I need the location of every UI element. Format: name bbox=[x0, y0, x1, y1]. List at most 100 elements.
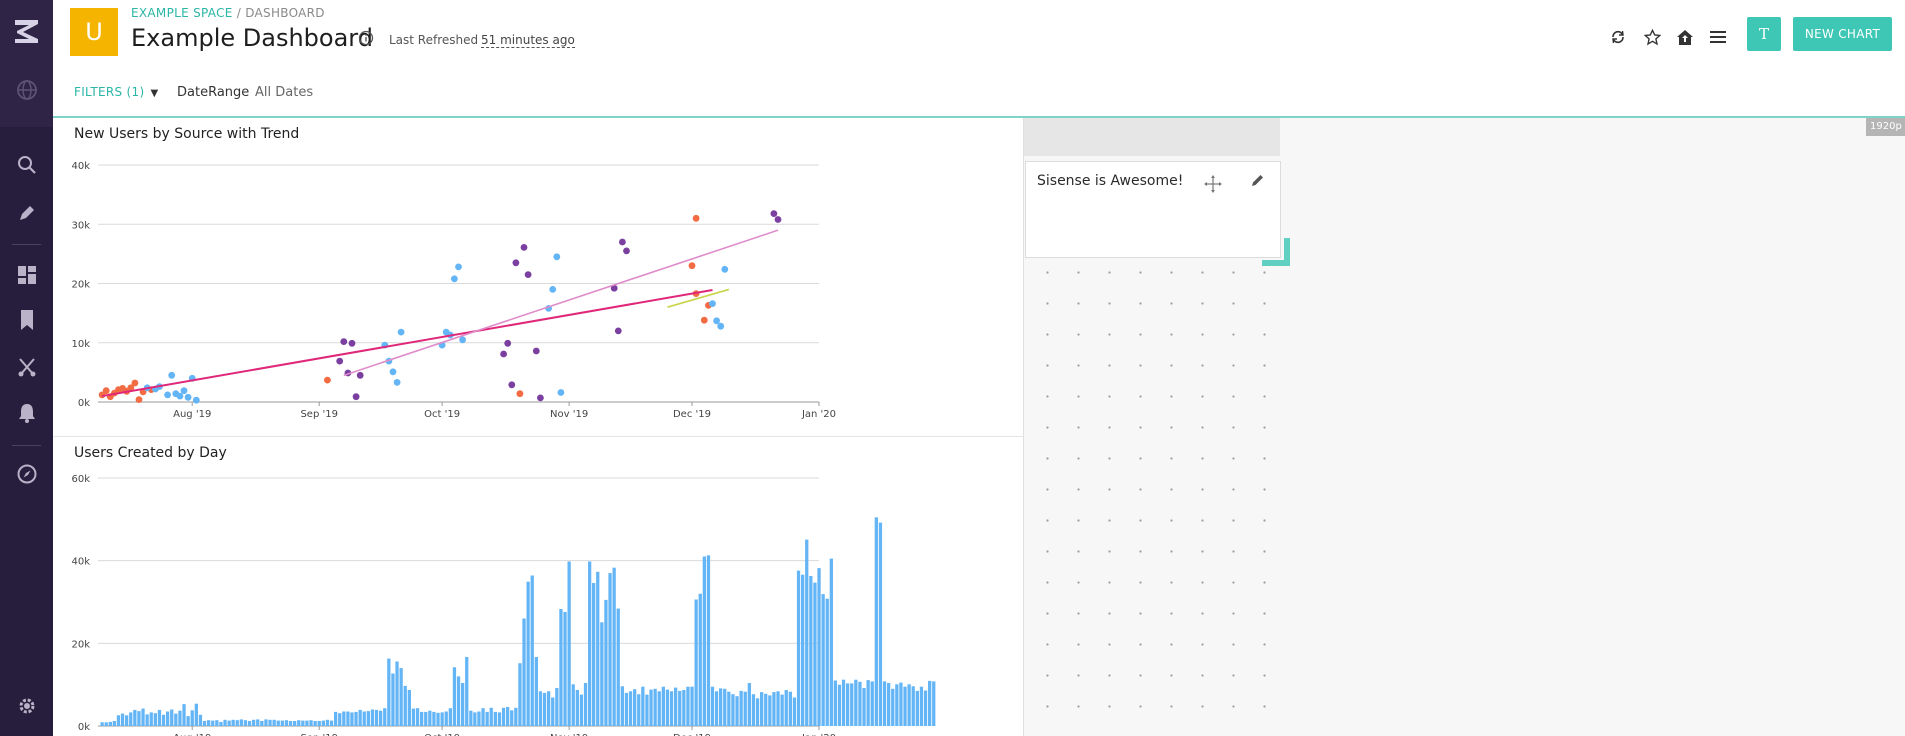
scatter-point bbox=[176, 392, 184, 400]
y-tick-label: 60k bbox=[71, 474, 90, 485]
bar bbox=[620, 686, 624, 726]
last-refreshed-value[interactable]: 51 minutes ago bbox=[481, 33, 575, 48]
dashboards-icon[interactable] bbox=[0, 259, 53, 291]
scatter-point bbox=[451, 275, 458, 283]
scatter-point bbox=[389, 368, 397, 376]
menu-hamburger-icon[interactable] bbox=[1708, 27, 1728, 47]
bar bbox=[227, 720, 231, 726]
new-chart-button[interactable]: NEW CHART bbox=[1793, 17, 1892, 51]
edit-pencil-icon[interactable] bbox=[1251, 172, 1265, 191]
scatter-point bbox=[180, 387, 188, 395]
bar bbox=[211, 720, 215, 726]
bar bbox=[125, 715, 129, 726]
scatter-point bbox=[356, 371, 364, 379]
bar bbox=[686, 686, 690, 726]
scatter-point bbox=[688, 262, 696, 270]
bar bbox=[551, 697, 555, 726]
favorite-star-icon[interactable] bbox=[1642, 27, 1662, 47]
home-upload-icon[interactable] bbox=[1675, 27, 1695, 47]
pen-icon[interactable] bbox=[0, 197, 53, 229]
bar bbox=[346, 711, 350, 726]
bar bbox=[239, 719, 243, 726]
scatter-point bbox=[352, 393, 360, 401]
bar bbox=[473, 712, 477, 726]
page-title[interactable]: Example Dashboard bbox=[131, 24, 373, 52]
bar bbox=[665, 689, 670, 726]
bookmark-icon[interactable] bbox=[0, 304, 53, 336]
bar bbox=[899, 682, 903, 726]
bar bbox=[268, 719, 272, 726]
x-tick-label: Aug '19 bbox=[173, 733, 211, 736]
bar bbox=[809, 576, 813, 726]
bar bbox=[600, 622, 604, 726]
bar bbox=[698, 593, 702, 726]
text-widget[interactable]: Sisense is Awesome! bbox=[1025, 161, 1281, 258]
scatter-point bbox=[168, 371, 176, 379]
filter-value[interactable]: All Dates bbox=[255, 85, 314, 100]
bar bbox=[264, 719, 268, 726]
bar bbox=[575, 690, 579, 726]
bar bbox=[141, 708, 145, 726]
bar bbox=[821, 594, 825, 726]
bar bbox=[526, 581, 530, 726]
search-icon[interactable] bbox=[0, 149, 53, 181]
bar bbox=[542, 692, 547, 726]
scatter-point bbox=[713, 317, 720, 325]
trend-line bbox=[343, 229, 779, 377]
user-avatar-button[interactable]: T bbox=[1747, 17, 1781, 51]
bar bbox=[440, 712, 444, 726]
bar bbox=[342, 711, 346, 726]
bar bbox=[784, 690, 788, 726]
bar bbox=[817, 568, 821, 726]
info-icon[interactable] bbox=[358, 30, 374, 50]
bar bbox=[415, 708, 420, 726]
bar bbox=[100, 722, 104, 726]
bar bbox=[731, 694, 735, 726]
bar bbox=[907, 684, 911, 726]
globe-icon[interactable] bbox=[0, 74, 53, 106]
chart-new-users-by-source[interactable]: New Users by Source with Trend 0k 10k 20k 3… bbox=[53, 118, 1023, 436]
bar bbox=[796, 570, 801, 726]
bar bbox=[288, 721, 293, 726]
scatter-point bbox=[524, 271, 532, 278]
bar bbox=[862, 688, 866, 726]
filter-name[interactable]: DateRange bbox=[177, 85, 250, 100]
alerts-bell-icon[interactable] bbox=[0, 397, 53, 429]
discovery-compass-icon[interactable] bbox=[0, 458, 53, 490]
bar bbox=[497, 712, 502, 726]
settings-gear-icon[interactable] bbox=[0, 690, 53, 722]
scatter-point bbox=[537, 394, 544, 402]
bar bbox=[870, 681, 874, 726]
chart-users-created-by-day[interactable]: Users Created by Day 0k 20k 40k 60k Aug '19 S… bbox=[53, 437, 1023, 736]
rail-logo-area bbox=[0, 0, 53, 127]
bar-chart: 0k 20k 40k 60k Aug '19 Sep '19 Oct '19 Nov '19 D… bbox=[71, 474, 936, 736]
resize-handle-icon[interactable] bbox=[1262, 238, 1290, 266]
bar bbox=[137, 711, 141, 726]
bar bbox=[714, 691, 719, 726]
bar bbox=[178, 710, 182, 726]
bar bbox=[825, 598, 829, 726]
dashboard-header: U EXAMPLE SPACE / DASHBOARD Example Dash… bbox=[53, 0, 1905, 68]
bar bbox=[321, 720, 325, 726]
trend-line bbox=[667, 288, 730, 308]
snippets-scissors-icon[interactable] bbox=[0, 351, 53, 383]
bar bbox=[706, 555, 711, 726]
bar bbox=[448, 708, 452, 726]
scatter-point bbox=[459, 336, 466, 344]
bar bbox=[358, 709, 362, 726]
space-avatar[interactable]: U bbox=[70, 8, 118, 56]
bar bbox=[776, 691, 780, 726]
refresh-icon[interactable] bbox=[1608, 27, 1628, 47]
y-tick-label: 10k bbox=[71, 339, 90, 350]
scatter-point bbox=[623, 247, 630, 255]
x-tick-label: Sep '19 bbox=[300, 409, 338, 420]
breadcrumb-space-link[interactable]: EXAMPLE SPACE bbox=[131, 6, 233, 20]
scatter-point bbox=[516, 390, 524, 398]
bar bbox=[493, 711, 497, 726]
move-icon[interactable] bbox=[1204, 175, 1222, 197]
bar bbox=[170, 709, 174, 726]
bar bbox=[243, 720, 248, 726]
bar bbox=[522, 618, 526, 726]
filters-dropdown[interactable]: FILTERS (1) ▼ bbox=[74, 85, 158, 99]
scatter-point bbox=[553, 253, 561, 261]
